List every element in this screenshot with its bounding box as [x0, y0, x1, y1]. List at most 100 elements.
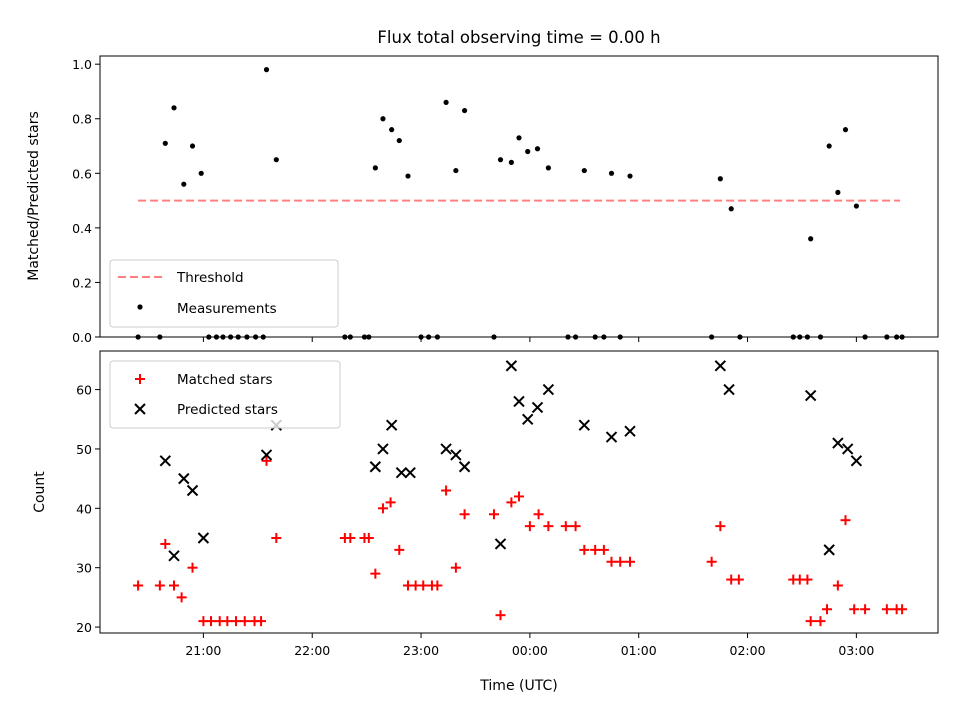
matched-point [543, 521, 554, 532]
measurement-point [273, 157, 279, 163]
matched-point [256, 616, 267, 627]
measurement-point [405, 173, 411, 179]
matched-point [625, 556, 636, 567]
measurement-point [728, 206, 734, 212]
matched-point [615, 556, 626, 567]
measurement-point [396, 137, 402, 144]
ratio-y-label: Matched/Predicted stars [26, 111, 42, 281]
matched-point [154, 580, 165, 591]
measurement-point [709, 334, 715, 340]
matched-point [815, 616, 826, 627]
predicted-point [723, 383, 735, 396]
measurement-point [581, 167, 587, 174]
measurement-point [189, 143, 196, 149]
measurement-point [545, 165, 551, 171]
matched-point [432, 580, 443, 591]
measurement-point [516, 135, 522, 141]
measurement-point [380, 116, 386, 122]
predicted-point [823, 544, 835, 556]
matched-point [271, 533, 282, 544]
ratio-y-tick-label: 0.0 [72, 330, 92, 345]
predicted-point [832, 437, 844, 449]
matched-point [832, 580, 843, 591]
count-x-axis: 21:00 22:00 23:00 00:00 01:00 02:00 03:00 [185, 633, 874, 658]
predicted-point [605, 431, 618, 443]
matched-point [459, 509, 470, 520]
measurement-point [418, 334, 424, 340]
matched-point [363, 533, 374, 544]
count-x-tick-label: 22:00 [294, 643, 330, 658]
measurement-point [508, 159, 514, 165]
predicted-point [505, 360, 518, 372]
measurement-point [491, 334, 497, 340]
predicted-point [841, 443, 854, 455]
measurement-point [884, 334, 890, 340]
predicted-point [542, 383, 555, 396]
measurement-point [426, 334, 432, 340]
measurement-point [808, 236, 814, 242]
measurement-point [804, 334, 811, 340]
measurement-point [206, 334, 212, 340]
measurement-point [198, 170, 204, 176]
matched-point [579, 544, 590, 555]
count-x-tick-label: 02:00 [730, 643, 766, 658]
measurement-point [181, 181, 187, 187]
matched-point [176, 592, 187, 603]
matched-point [394, 544, 405, 555]
measurement-point [162, 140, 168, 146]
count-y-tick-label: 20 [76, 620, 92, 635]
measurement-point [717, 176, 723, 182]
measurement-point [572, 334, 579, 340]
matched-point [506, 497, 517, 508]
measurement-point [453, 167, 459, 174]
measurement-point [260, 334, 266, 340]
ratio-legend: Threshold Measurements [109, 259, 339, 328]
measurement-point [235, 334, 241, 340]
measurement-point [842, 127, 849, 133]
predicted-point [714, 360, 727, 372]
measurement-point [244, 334, 250, 340]
predicted-point [395, 466, 408, 479]
matched-point [805, 616, 816, 627]
predicted-point [168, 550, 180, 562]
legend-matched-swatch [135, 374, 145, 384]
panel-ratio: 0.0 0.2 0.4 0.6 0.8 1.0 Matched/Predicted sta… [26, 55, 939, 345]
predicted-point [521, 413, 534, 425]
measurement-point [366, 334, 372, 340]
matched-point [377, 503, 388, 514]
x-axis-label: Time (UTC) [479, 678, 557, 694]
predicted-points [159, 360, 863, 562]
matched-point [706, 556, 717, 567]
measurement-point [862, 334, 868, 340]
matched-point [514, 491, 524, 502]
measurement-point [790, 334, 796, 340]
matched-point [881, 604, 892, 615]
count-y-tick-label: 60 [76, 383, 92, 398]
ratio-legend-box [109, 259, 339, 328]
predicted-point [178, 472, 190, 485]
panel-count: 20 30 40 50 60 21:00 22:00 23:00 00:00 01:00 02:0… [32, 350, 939, 694]
matched-point [441, 485, 452, 496]
measurement-point [220, 334, 226, 340]
predicted-point [186, 484, 199, 497]
measurement-point [135, 334, 141, 340]
legend-matched-marker [135, 374, 145, 384]
matched-point [370, 568, 381, 579]
count-y-tick-label: 40 [76, 501, 92, 516]
measurement-point [263, 67, 270, 73]
matched-point [495, 610, 506, 621]
measurement-point [525, 148, 531, 155]
measurement-point [899, 334, 905, 340]
count-y-axis: 20 30 40 50 60 [76, 383, 100, 635]
legend-threshold-label: Threshold [176, 270, 244, 286]
measurement-point [565, 334, 571, 340]
count-x-tick-label: 00:00 [512, 643, 548, 658]
measurement-point [592, 334, 598, 340]
count-y-tick-label: 50 [76, 442, 92, 457]
matched-point [570, 521, 581, 532]
matched-point [206, 616, 217, 627]
measurement-point [157, 334, 163, 340]
measurement-point [826, 143, 832, 149]
count-x-tick-label: 01:00 [621, 643, 657, 658]
